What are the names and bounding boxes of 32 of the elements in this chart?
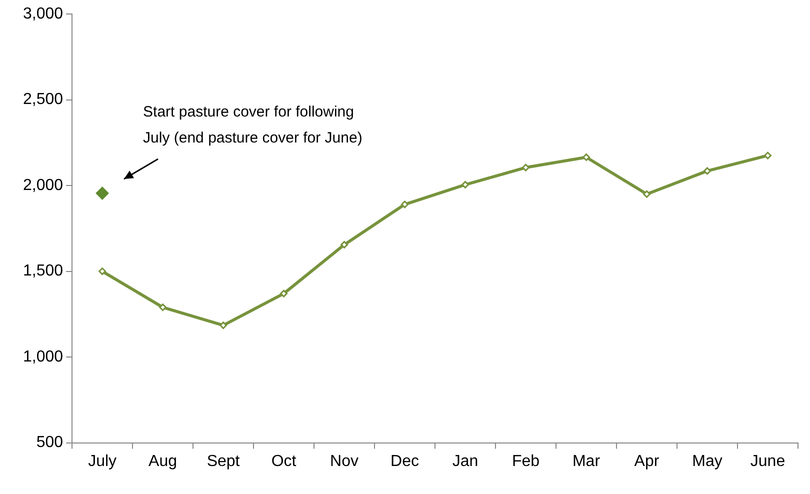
point xyxy=(522,164,530,172)
x-tick-label: June xyxy=(750,452,786,470)
x-tick-label: Apr xyxy=(634,452,660,470)
x-tick-label: Feb xyxy=(512,452,540,470)
point xyxy=(764,152,772,160)
x-tick-label: Oct xyxy=(271,452,297,470)
y-tick-label: 2,500 xyxy=(22,91,64,108)
x-tick-label: Jan xyxy=(452,452,478,470)
point xyxy=(582,153,590,161)
annotation: Start pasture cover for following July (end pasture cover for June) xyxy=(143,104,362,147)
x-tick-label: Mar xyxy=(572,452,601,470)
point xyxy=(98,268,106,276)
point xyxy=(96,186,109,200)
point xyxy=(704,167,712,175)
x-tick-label: Aug xyxy=(148,452,178,470)
y-tick-label: 2,000 xyxy=(22,176,64,194)
x-tick-label: July xyxy=(88,452,117,470)
point xyxy=(220,322,228,330)
y-tick-label: 500 xyxy=(36,434,64,452)
point xyxy=(643,190,651,198)
point xyxy=(280,290,288,298)
x-tick-label: May xyxy=(692,452,722,470)
x-tick-label: Nov xyxy=(330,452,358,470)
point xyxy=(159,304,167,312)
y-tick-label: 1,500 xyxy=(22,262,64,280)
y-tick-label: 1,000 xyxy=(22,348,64,366)
point xyxy=(462,180,470,188)
x-tick-label: Dec xyxy=(390,452,419,470)
y-tick-label: 3,000 xyxy=(22,5,64,22)
point xyxy=(340,240,348,248)
point xyxy=(401,200,409,208)
x-tick-label: Sept xyxy=(206,452,240,470)
